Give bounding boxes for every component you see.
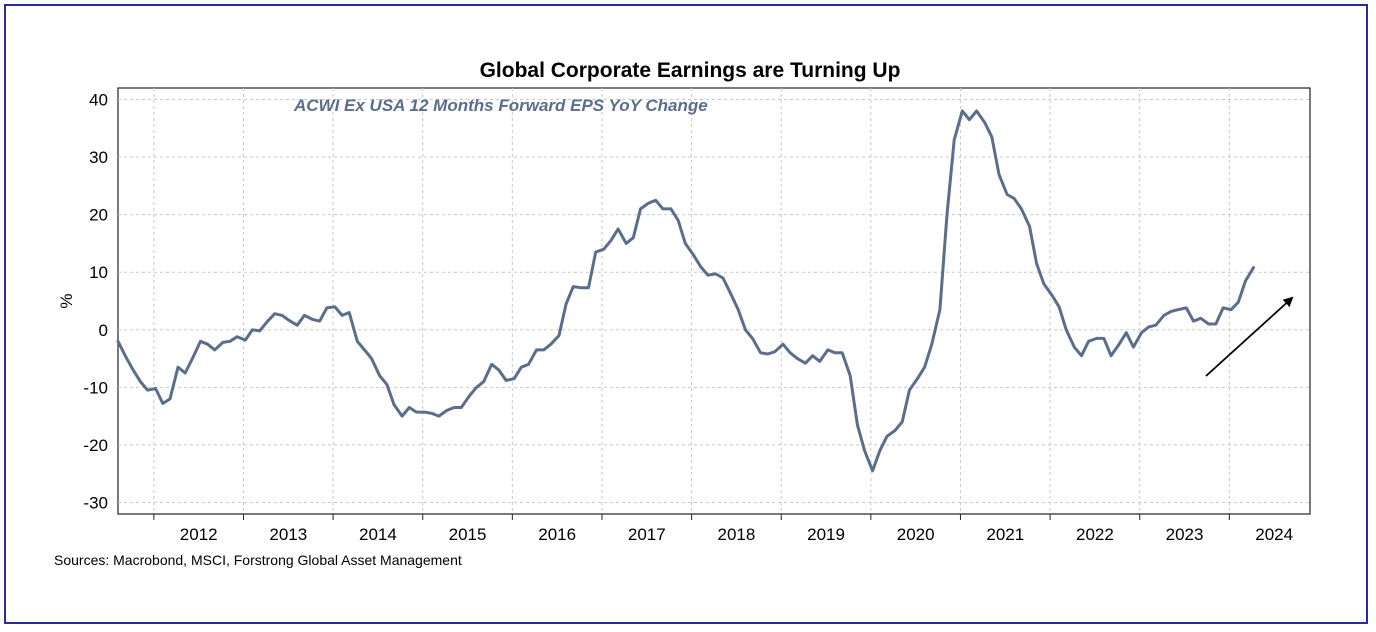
y-tick-label: 30 (89, 148, 108, 167)
trend-arrow-annotation (1205, 296, 1294, 377)
x-tick-label: 2014 (359, 525, 397, 544)
source-note: Sources: Macrobond, MSCI, Forstrong Glob… (54, 552, 462, 568)
grid (118, 88, 1310, 514)
y-tick-label: 0 (99, 321, 108, 340)
chart-title: Global Corporate Earnings are Turning Up (480, 59, 901, 82)
x-tick-label: 2023 (1166, 525, 1204, 544)
x-tick-label: 2017 (628, 525, 666, 544)
x-tick-label: 2022 (1076, 525, 1114, 544)
x-tick-label: 2019 (807, 525, 845, 544)
x-axis: 2012 2013 2014 2015 2016 2017 2018 2019 2020 2021… (153, 514, 1293, 544)
y-tick-label: 40 (89, 91, 108, 110)
y-axis-label: % (57, 293, 76, 308)
x-tick-label: 2016 (538, 525, 576, 544)
y-tick-label: -10 (83, 378, 108, 397)
series-line-eps-yoy (116, 109, 1255, 473)
y-axis: -30 -20 -10 0 10 20 30 40 (83, 91, 108, 513)
x-tick-label: 2021 (986, 525, 1024, 544)
y-tick-label: 10 (89, 263, 108, 282)
y-tick-label: -20 (83, 436, 108, 455)
x-tick-label: 2015 (449, 525, 487, 544)
x-tick-label: 2018 (717, 525, 755, 544)
x-tick-label: 2024 (1255, 525, 1293, 544)
chart-frame (4, 4, 1368, 624)
y-tick-label: 20 (89, 206, 108, 225)
chart-subtitle: ACWI Ex USA 12 Months Forward EPS YoY Ch… (293, 96, 708, 115)
x-tick-label: 2012 (180, 525, 218, 544)
x-tick-label: 2020 (897, 525, 935, 544)
y-tick-label: -30 (83, 493, 108, 512)
plot-area (117, 87, 1311, 515)
x-tick-label: 2013 (269, 525, 307, 544)
